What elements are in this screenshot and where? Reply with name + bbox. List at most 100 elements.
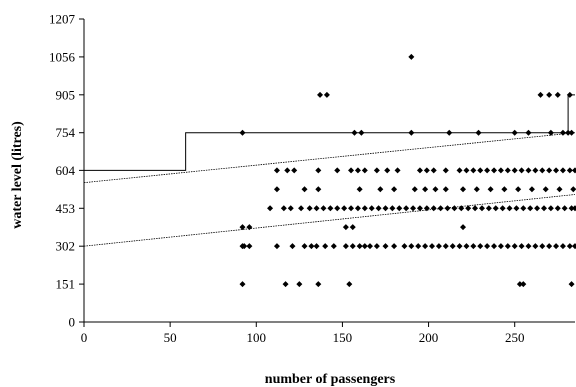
data-point [349,224,356,231]
data-point [542,186,549,193]
data-point [373,167,380,174]
data-point [408,129,415,136]
data-point [513,205,520,212]
data-point [349,243,356,250]
data-point [525,243,532,250]
data-point [442,167,449,174]
data-point [366,243,373,250]
data-point [446,129,453,136]
data-point [456,243,463,250]
data-point [559,167,566,174]
data-point [358,129,365,136]
data-point [559,243,566,250]
data-point [432,186,439,193]
data-point [284,167,291,174]
data-point [565,129,572,136]
data-point [341,205,348,212]
data-point [556,186,563,193]
y-axis-title: water level (litres) [10,121,25,229]
data-point [323,91,330,98]
data-point [491,167,498,174]
data-point [437,205,444,212]
data-point [525,167,532,174]
data-point [334,167,341,174]
data-point [354,205,361,212]
data-point [516,281,523,288]
data-point [554,205,561,212]
data-point [382,243,389,250]
data-point [499,205,506,212]
data-point [484,243,491,250]
data-point [497,243,504,250]
data-point [546,91,553,98]
data-point [315,186,322,193]
data-point [368,205,375,212]
data-point [568,205,575,212]
data-point [570,186,576,193]
data-point [429,243,436,250]
data-point [282,281,289,288]
data-point [501,186,508,193]
data-point [465,205,472,212]
data-point [442,186,449,193]
data-point [375,205,382,212]
data-point [553,167,560,174]
data-point [391,243,398,250]
data-point [451,205,458,212]
data-point [460,186,467,193]
data-point [246,243,253,250]
data-point [534,205,541,212]
data-point [520,205,527,212]
data-point [313,205,320,212]
data-point [327,205,334,212]
data-point [442,243,449,250]
data-point [373,243,380,250]
data-point [308,243,315,250]
data-point [394,167,401,174]
data-point [566,243,573,250]
data-point [511,167,518,174]
data-point [356,186,363,193]
data-point [470,167,477,174]
data-point [410,205,417,212]
data-point [546,243,553,250]
data-point [572,167,576,174]
y-tick-label: 905 [56,87,76,102]
data-point [485,205,492,212]
data-point [389,205,396,212]
data-point [330,243,337,250]
data-point [346,281,353,288]
data-point [430,205,437,212]
data-point [267,205,274,212]
data-point [356,243,363,250]
data-point [484,167,491,174]
data-point [291,167,298,174]
data-point [348,205,355,212]
data-point [377,186,384,193]
x-tick-label: 0 [81,330,88,345]
data-point [487,186,494,193]
x-tick-label: 150 [333,330,353,345]
data-point [473,186,480,193]
data-point [306,205,313,212]
data-point [422,243,429,250]
data-point [463,243,470,250]
data-point [532,243,539,250]
data-point [411,186,418,193]
data-point [572,243,576,250]
data-point [317,91,324,98]
data-point [532,167,539,174]
x-tick-label: 200 [419,330,439,345]
data-point [540,205,547,212]
x-tick-label: 100 [247,330,267,345]
data-point [572,205,576,212]
data-point [525,129,532,136]
data-point [561,205,568,212]
data-point [296,281,303,288]
data-point [528,186,535,193]
data-point [547,205,554,212]
data-point [322,243,329,250]
data-point [382,205,389,212]
data-point [416,205,423,212]
